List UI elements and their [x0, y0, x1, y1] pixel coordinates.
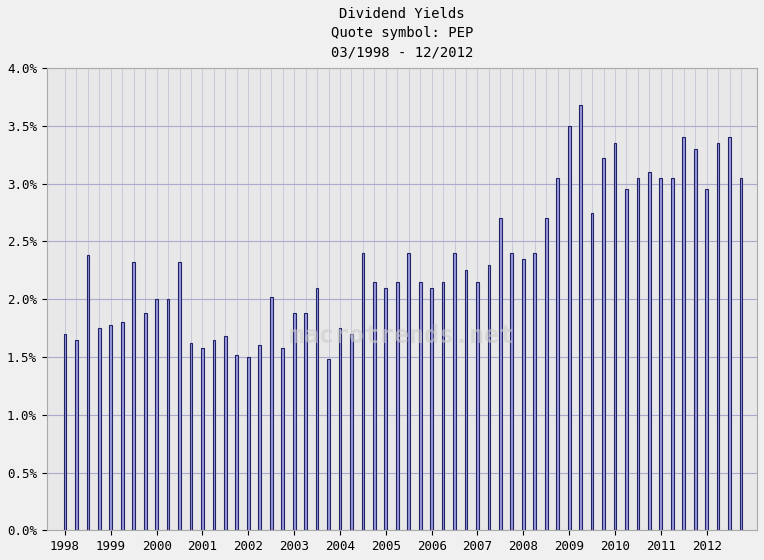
Bar [384, 288, 387, 530]
Bar [419, 282, 422, 530]
Bar [728, 137, 731, 530]
Bar [350, 334, 353, 530]
Bar [155, 299, 158, 530]
Bar [396, 282, 399, 530]
Bar [281, 348, 284, 530]
Bar [510, 253, 513, 530]
Bar [591, 212, 594, 530]
Bar [247, 357, 250, 530]
Bar [293, 313, 296, 530]
Bar [98, 328, 101, 530]
Bar [304, 313, 307, 530]
Bar [579, 105, 582, 530]
Bar [465, 270, 468, 530]
Bar [338, 328, 342, 530]
Bar [499, 218, 502, 530]
Bar [717, 143, 720, 530]
Bar [659, 178, 662, 530]
Bar [373, 282, 376, 530]
Bar [453, 253, 456, 530]
Bar [201, 348, 204, 530]
Bar [740, 178, 743, 530]
Bar [167, 299, 170, 530]
Bar [63, 334, 66, 530]
Bar [224, 336, 227, 530]
Bar [327, 360, 330, 530]
Bar [648, 172, 651, 530]
Bar [533, 253, 536, 530]
Bar [189, 343, 193, 530]
Bar [682, 137, 685, 530]
Bar [316, 288, 319, 530]
Bar [270, 297, 273, 530]
Text: macrotrends.net: macrotrends.net [290, 324, 514, 348]
Bar [121, 323, 124, 530]
Bar [602, 158, 605, 530]
Bar [705, 189, 708, 530]
Bar [258, 346, 261, 530]
Bar [522, 259, 525, 530]
Bar [407, 253, 410, 530]
Title: Dividend Yields
Quote symbol: PEP
03/1998 - 12/2012: Dividend Yields Quote symbol: PEP 03/199… [331, 7, 473, 60]
Bar [556, 178, 559, 530]
Bar [636, 178, 639, 530]
Bar [442, 282, 445, 530]
Bar [86, 255, 89, 530]
Bar [625, 189, 628, 530]
Bar [144, 313, 147, 530]
Bar [476, 282, 479, 530]
Bar [545, 218, 548, 530]
Bar [178, 262, 181, 530]
Bar [671, 178, 674, 530]
Bar [75, 340, 78, 530]
Bar [212, 340, 215, 530]
Bar [132, 262, 135, 530]
Bar [613, 143, 617, 530]
Bar [109, 325, 112, 530]
Bar [694, 149, 697, 530]
Bar [361, 253, 364, 530]
Bar [487, 264, 490, 530]
Bar [235, 354, 238, 530]
Bar [568, 126, 571, 530]
Bar [430, 288, 433, 530]
